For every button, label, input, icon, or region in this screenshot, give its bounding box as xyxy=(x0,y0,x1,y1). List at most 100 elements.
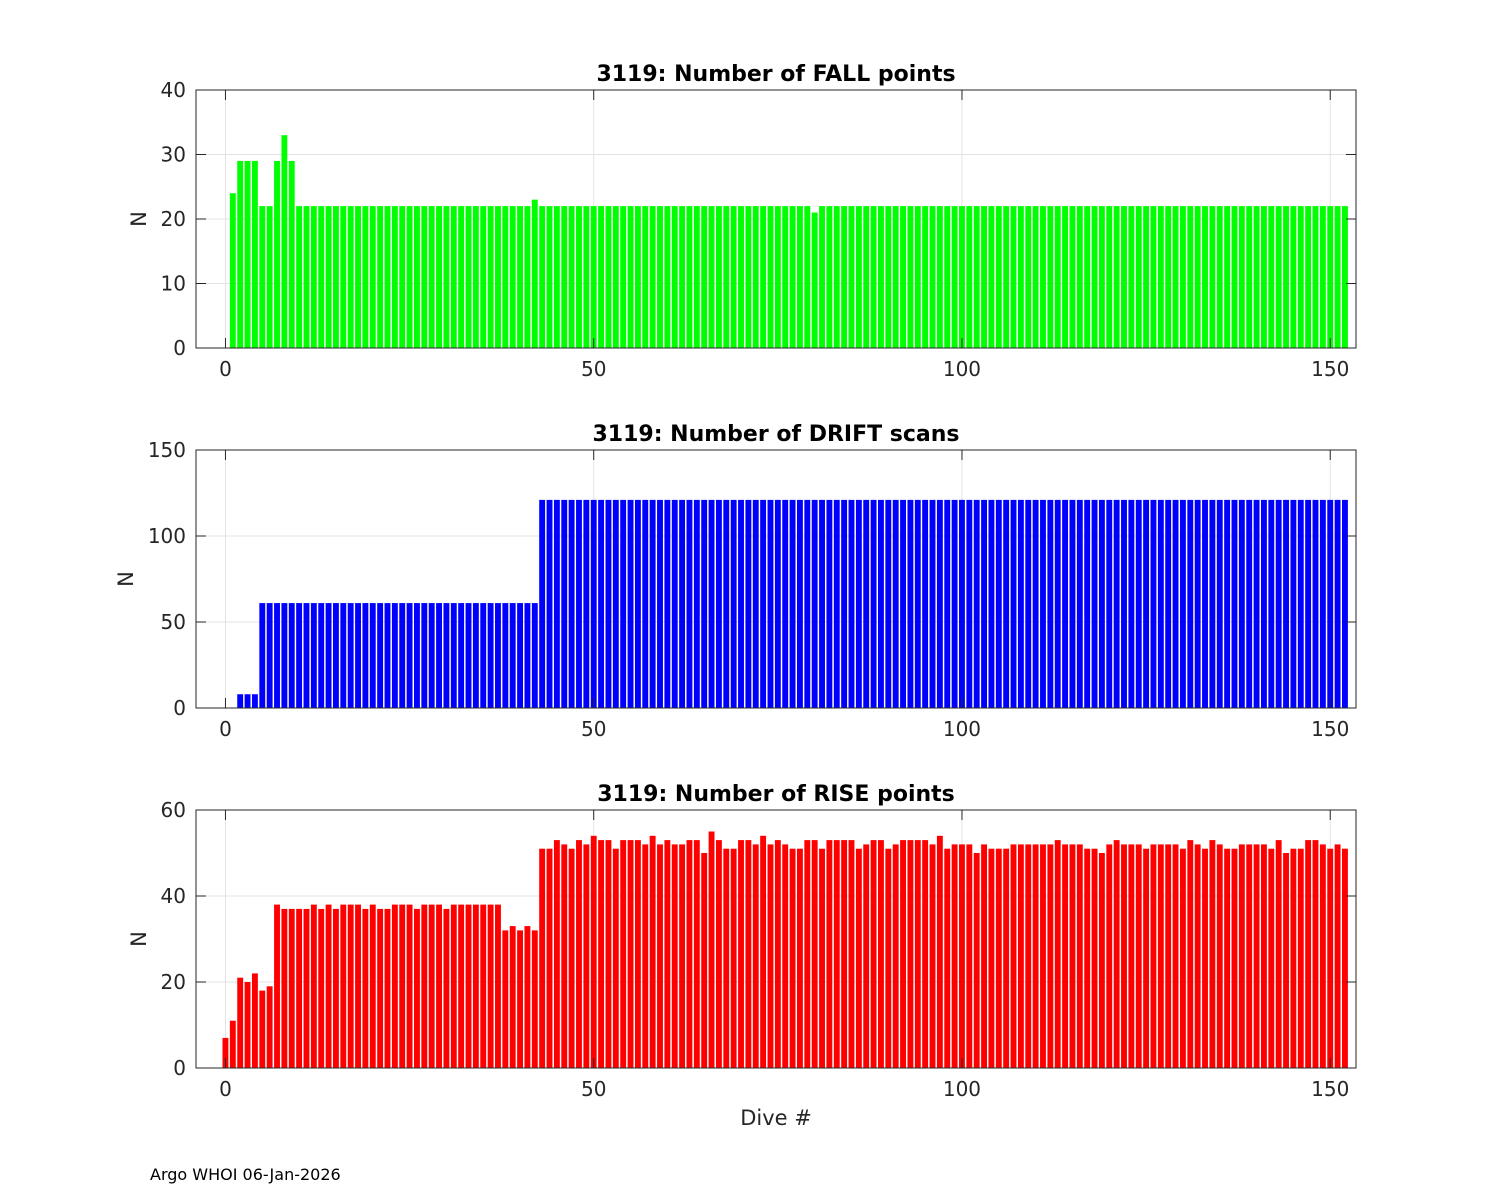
bar xyxy=(347,603,354,708)
bar xyxy=(1268,499,1275,708)
ticks: 0 50 100 150 0 50 100 150 xyxy=(148,438,1356,741)
bar xyxy=(1334,844,1341,1068)
bar xyxy=(701,206,708,348)
bar xyxy=(1297,206,1304,348)
bar xyxy=(576,840,582,1068)
bar xyxy=(620,206,627,348)
bar xyxy=(679,499,686,708)
bar xyxy=(1128,844,1135,1068)
bar xyxy=(892,499,899,708)
bar xyxy=(951,499,958,708)
bar xyxy=(973,853,980,1068)
bar xyxy=(634,206,641,348)
bar xyxy=(421,206,428,348)
bar xyxy=(1032,844,1039,1068)
bar xyxy=(310,206,317,348)
y-axis-label: N xyxy=(127,931,151,947)
bar xyxy=(1069,844,1076,1068)
bar xyxy=(1231,206,1238,348)
bar xyxy=(288,160,295,348)
x-tick-label: 100 xyxy=(943,1077,981,1101)
bar xyxy=(855,499,862,708)
bar xyxy=(458,603,465,708)
bar xyxy=(340,904,347,1068)
x-tick-label: 100 xyxy=(943,357,981,381)
bar xyxy=(1128,206,1135,348)
bar xyxy=(487,603,494,708)
bar xyxy=(612,206,619,348)
bar xyxy=(723,848,730,1068)
bar xyxy=(900,840,906,1068)
bar xyxy=(1143,848,1150,1068)
bar xyxy=(863,206,870,348)
bar xyxy=(266,206,273,348)
bar xyxy=(229,193,236,348)
bar xyxy=(1165,206,1172,348)
bar xyxy=(907,206,914,348)
bar xyxy=(1202,206,1208,348)
bar xyxy=(1113,206,1120,348)
bar xyxy=(303,206,310,348)
bar xyxy=(296,908,303,1068)
bar xyxy=(679,844,686,1068)
bar xyxy=(296,206,303,348)
bar xyxy=(914,206,921,348)
bar xyxy=(1209,499,1216,708)
bar xyxy=(502,206,509,348)
bar xyxy=(642,844,649,1068)
bar xyxy=(362,603,369,708)
bar xyxy=(1187,499,1194,708)
bar xyxy=(1106,499,1113,708)
bar xyxy=(1165,844,1172,1068)
bar xyxy=(399,603,406,708)
bar xyxy=(590,206,597,348)
bar xyxy=(745,840,752,1068)
bar xyxy=(686,840,693,1068)
bar xyxy=(804,206,811,348)
ticks: 0 50 100 150 0 10 20 30 40 xyxy=(161,78,1356,381)
bar xyxy=(1187,206,1194,348)
bar xyxy=(760,835,767,1068)
bar xyxy=(811,840,818,1068)
bar xyxy=(686,206,693,348)
bar xyxy=(251,160,258,348)
bar xyxy=(1150,844,1157,1068)
bar xyxy=(598,840,605,1068)
bar xyxy=(922,840,929,1068)
bar xyxy=(1054,499,1061,708)
bar xyxy=(509,926,516,1068)
bar xyxy=(553,499,560,708)
bar xyxy=(1084,499,1091,708)
bar xyxy=(546,499,553,708)
bar xyxy=(340,603,347,708)
bar xyxy=(1297,848,1304,1068)
bar xyxy=(959,206,965,348)
bar xyxy=(561,206,568,348)
bar xyxy=(509,206,516,348)
bar xyxy=(495,603,501,708)
bar xyxy=(811,212,818,348)
bar xyxy=(1157,206,1164,348)
bar xyxy=(671,206,678,348)
bar xyxy=(377,206,384,348)
bar xyxy=(944,499,951,708)
bar xyxy=(922,499,929,708)
bar xyxy=(1305,499,1312,708)
bar xyxy=(1047,844,1054,1068)
bar xyxy=(782,499,789,708)
bar xyxy=(237,160,244,348)
x-tick-label: 150 xyxy=(1311,717,1349,741)
bar xyxy=(686,499,693,708)
bar xyxy=(1238,206,1245,348)
bar xyxy=(561,844,568,1068)
bar xyxy=(1342,848,1348,1068)
bar xyxy=(1187,840,1194,1068)
bar xyxy=(789,499,796,708)
bar xyxy=(318,908,325,1068)
bar xyxy=(414,206,420,348)
bar xyxy=(1327,206,1334,348)
x-tick-label: 100 xyxy=(943,717,981,741)
bar xyxy=(590,835,597,1068)
bar xyxy=(723,206,730,348)
bar xyxy=(959,499,965,708)
